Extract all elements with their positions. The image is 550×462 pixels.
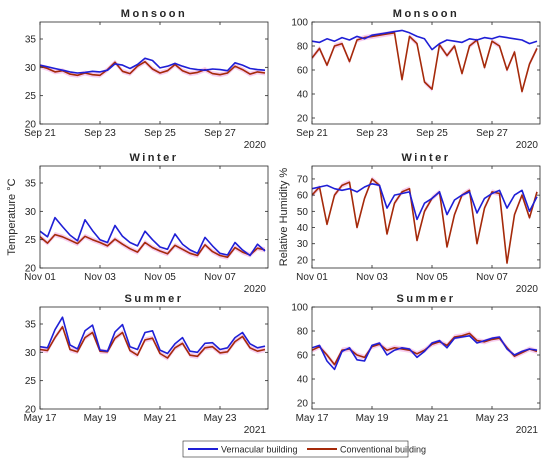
- x-tick-label: Sep 21: [24, 128, 56, 139]
- axes-frame: [311, 21, 541, 125]
- series-vernacular-line: [40, 216, 266, 257]
- x-tick-label: May 17: [296, 413, 329, 424]
- axes-frame: [311, 165, 541, 269]
- panel-title: Monsoon: [121, 8, 187, 20]
- plot-area: [312, 307, 540, 409]
- variability-band: [312, 330, 537, 368]
- y-tick-label: 20: [297, 114, 309, 125]
- series-conventional-line: [40, 325, 266, 359]
- panel-3: 20 25 30 35 Nov 01 Nov 03 Nov 05 Nov 07 2020 Wint…: [6, 152, 269, 295]
- y-tick-label: 35: [25, 320, 37, 331]
- y-tick-label: 100: [291, 18, 308, 29]
- x-tick-label: Nov 01: [296, 272, 328, 283]
- legend-box: [182, 440, 409, 458]
- legend-label-conventional: Conventional building: [340, 445, 426, 455]
- series-conventional-line: [312, 178, 538, 264]
- y-tick-label: 35: [25, 179, 37, 190]
- y-tick-label: 20: [297, 399, 309, 410]
- x-tick-label: Sep 23: [84, 128, 116, 139]
- x-tick-label: May 19: [84, 413, 117, 424]
- year-label: 2021: [516, 425, 539, 436]
- x-tick-label: Nov 01: [24, 272, 56, 283]
- year-label: 2020: [516, 284, 539, 295]
- x-tick-label: Sep 25: [144, 128, 176, 139]
- y-tick-label: 40: [297, 375, 309, 386]
- y-tick-label: 35: [25, 35, 37, 46]
- plot-area: [40, 166, 268, 268]
- y-tick-label: 20: [25, 264, 37, 275]
- y-tick-label: 50: [297, 207, 309, 218]
- panel-title: Monsoon: [393, 8, 459, 20]
- variability-band: [40, 232, 265, 260]
- y-axis-label: Relative Humidity %: [278, 168, 290, 267]
- panel-title: Winter: [129, 152, 178, 164]
- x-tick-label: May 23: [476, 413, 509, 424]
- x-tick-label: Sep 25: [416, 128, 448, 139]
- axes-frame: [39, 306, 269, 410]
- y-axis-label: Temperature °C: [6, 178, 18, 255]
- year-label: 2020: [244, 284, 267, 295]
- y-tick-label: 60: [297, 351, 309, 362]
- panel-1: 20 25 30 35 Sep 21 Sep 23 Sep 25 Sep 27 2020 Mons…: [24, 8, 269, 151]
- y-tick-label: 20: [25, 405, 37, 416]
- series-vernacular-line: [312, 334, 538, 371]
- y-tick-label: 40: [297, 223, 309, 234]
- series-conventional-line: [312, 31, 538, 93]
- panel-title: Summer: [124, 293, 183, 305]
- series-conventional-line: [40, 233, 266, 259]
- y-tick-label: 20: [297, 255, 309, 266]
- panel-title: Summer: [396, 293, 455, 305]
- x-tick-label: Sep 27: [204, 128, 236, 139]
- y-tick-label: 80: [297, 327, 309, 338]
- y-tick-label: 25: [25, 376, 37, 387]
- year-label: 2020: [244, 140, 267, 151]
- x-tick-label: Sep 27: [476, 128, 508, 139]
- axes-frame: [39, 21, 269, 125]
- year-label: 2021: [244, 425, 267, 436]
- x-tick-label: May 23: [204, 413, 237, 424]
- panel-title: Winter: [401, 152, 450, 164]
- x-tick-label: Nov 07: [204, 272, 236, 283]
- y-tick-label: 80: [297, 42, 309, 53]
- y-tick-label: 60: [297, 66, 309, 77]
- y-tick-label: 30: [297, 239, 309, 250]
- y-tick-label: 70: [297, 174, 309, 185]
- year-label: 2020: [516, 140, 539, 151]
- x-tick-label: May 21: [416, 413, 449, 424]
- y-tick-label: 25: [25, 91, 37, 102]
- x-tick-label: Nov 03: [356, 272, 388, 283]
- x-tick-label: Nov 07: [476, 272, 508, 283]
- x-tick-label: Sep 23: [356, 128, 388, 139]
- y-tick-label: 60: [297, 191, 309, 202]
- y-tick-label: 30: [25, 63, 37, 74]
- series-vernacular-line: [40, 316, 266, 355]
- panel-6: 20 40 60 80 100 May 17 May 19 May 21 May 23 2021 S…: [291, 293, 541, 436]
- y-tick-label: 100: [291, 303, 308, 314]
- series-conventional-line: [40, 60, 266, 77]
- x-tick-label: Nov 05: [416, 272, 448, 283]
- x-tick-label: Nov 03: [84, 272, 116, 283]
- y-tick-label: 30: [25, 207, 37, 218]
- plot-area: [40, 307, 268, 409]
- x-tick-label: May 21: [144, 413, 177, 424]
- x-tick-label: May 17: [24, 413, 57, 424]
- series-vernacular-line: [312, 29, 538, 51]
- y-tick-label: 30: [25, 348, 37, 359]
- y-tick-label: 40: [297, 90, 309, 101]
- panel-4: 20 30 40 50 60 70 Nov 01 Nov 03 Nov 05 Nov 07 2020…: [278, 152, 541, 295]
- y-tick-label: 25: [25, 235, 37, 246]
- y-tick-label: 20: [25, 120, 37, 131]
- series-vernacular-line: [312, 183, 538, 221]
- x-tick-label: Sep 21: [296, 128, 328, 139]
- x-tick-label: May 19: [356, 413, 389, 424]
- panel-2: 20 40 60 80 100 Sep 21 Sep 23 Sep 25 Sep 27 2020 M…: [291, 8, 541, 151]
- panel-5: 20 25 30 35 May 17 May 19 May 21 May 23 2021 Summ…: [24, 293, 269, 436]
- series-vernacular-line: [40, 57, 266, 74]
- axes-frame: [39, 165, 269, 269]
- axes-frame: [311, 306, 541, 410]
- x-tick-label: Nov 05: [144, 272, 176, 283]
- legend-label-vernacular: Vernacular building: [221, 445, 298, 455]
- legend: Vernacular building Conventional buildin…: [182, 440, 426, 458]
